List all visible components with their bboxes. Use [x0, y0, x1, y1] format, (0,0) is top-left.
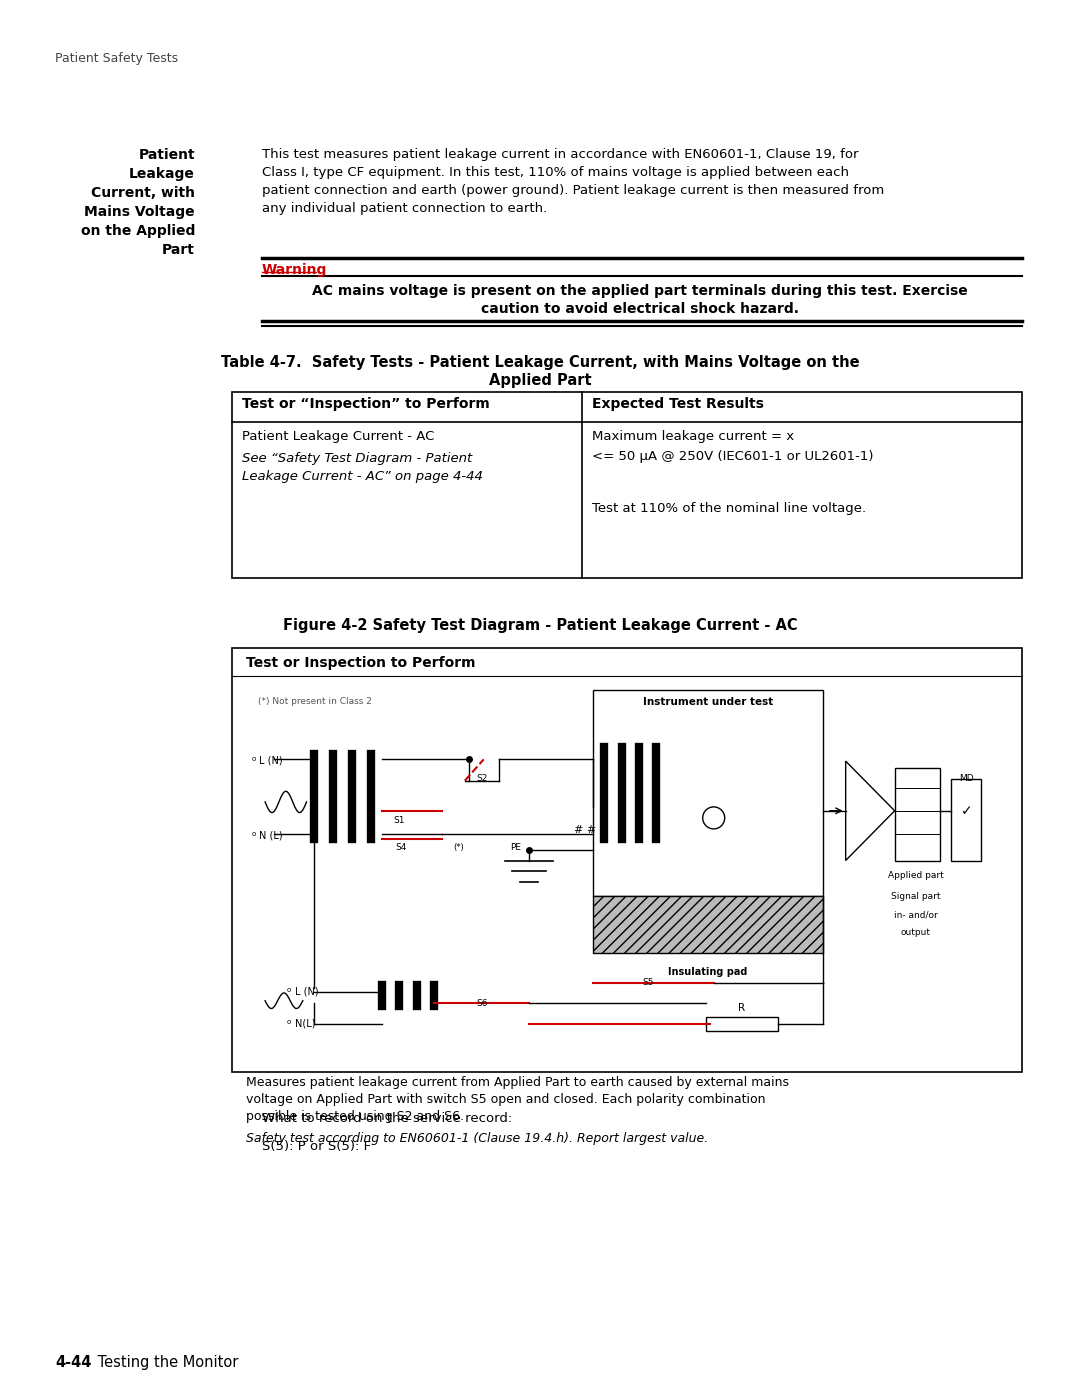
- Text: any individual patient connection to earth.: any individual patient connection to ear…: [262, 203, 548, 215]
- Text: possible is tested using S2 and S6.: possible is tested using S2 and S6.: [246, 1111, 464, 1123]
- Text: (*) Not present in Class 2: (*) Not present in Class 2: [257, 697, 372, 707]
- Text: Leakage Current - AC” on page 4-44: Leakage Current - AC” on page 4-44: [242, 469, 483, 483]
- Text: Maximum leakage current = x: Maximum leakage current = x: [592, 430, 794, 443]
- Text: AC mains voltage is present on the applied part terminals during this test. Exer: AC mains voltage is present on the appli…: [312, 284, 968, 298]
- Text: Expected Test Results: Expected Test Results: [592, 397, 764, 411]
- Text: Test or Inspection to Perform: Test or Inspection to Perform: [246, 657, 475, 671]
- Text: <= 50 μA @ 250V (IEC601-1 or UL2601-1): <= 50 μA @ 250V (IEC601-1 or UL2601-1): [592, 450, 874, 462]
- Text: N (L): N (L): [259, 830, 283, 841]
- Text: This test measures patient leakage current in accordance with EN60601-1, Clause : This test measures patient leakage curre…: [262, 148, 859, 161]
- Text: Leakage: Leakage: [130, 168, 195, 182]
- Text: S4: S4: [395, 842, 407, 852]
- Text: Patient: Patient: [138, 148, 195, 162]
- Text: caution to avoid electrical shock hazard.: caution to avoid electrical shock hazard…: [481, 302, 799, 316]
- Text: Insulating pad: Insulating pad: [669, 967, 747, 977]
- Text: Patient Safety Tests: Patient Safety Tests: [55, 52, 178, 66]
- Text: voltage on Applied Part with switch S5 open and closed. Each polarity combinatio: voltage on Applied Part with switch S5 o…: [246, 1092, 766, 1106]
- Text: S2: S2: [476, 774, 487, 782]
- Text: (*): (*): [454, 844, 464, 852]
- Text: L (N): L (N): [295, 986, 319, 996]
- Text: L (N): L (N): [259, 756, 283, 766]
- Text: Mains Voltage: Mains Voltage: [84, 205, 195, 219]
- Text: Class I, type CF equipment. In this test, 110% of mains voltage is applied betwe: Class I, type CF equipment. In this test…: [262, 166, 849, 179]
- Polygon shape: [593, 895, 823, 953]
- Text: PE: PE: [510, 844, 522, 852]
- Text: Instrument under test: Instrument under test: [643, 697, 773, 707]
- Text: N(L): N(L): [295, 1018, 315, 1028]
- Text: MD: MD: [959, 774, 973, 782]
- Text: o: o: [252, 831, 256, 837]
- Text: o: o: [286, 1018, 291, 1025]
- Text: See “Safety Test Diagram - Patient: See “Safety Test Diagram - Patient: [242, 453, 472, 465]
- Text: output: output: [901, 928, 931, 937]
- Text: S6: S6: [476, 999, 488, 1009]
- Text: 4-44: 4-44: [55, 1355, 92, 1370]
- Text: patient connection and earth (power ground). Patient leakage current is then mea: patient connection and earth (power grou…: [262, 184, 885, 197]
- Text: R: R: [739, 1003, 745, 1013]
- Text: in- and/or: in- and/or: [894, 911, 937, 919]
- Text: Testing the Monitor: Testing the Monitor: [93, 1355, 239, 1370]
- Text: Signal part: Signal part: [891, 893, 941, 901]
- Text: Test at 110% of the nominal line voltage.: Test at 110% of the nominal line voltage…: [592, 502, 866, 515]
- Text: Current, with: Current, with: [91, 186, 195, 200]
- Text: Applied part: Applied part: [888, 872, 944, 880]
- Text: Figure 4-2 Safety Test Diagram - Patient Leakage Current - AC: Figure 4-2 Safety Test Diagram - Patient…: [283, 617, 797, 633]
- Text: Test or “Inspection” to Perform: Test or “Inspection” to Perform: [242, 397, 489, 411]
- Text: What to record on the service record:: What to record on the service record:: [262, 1112, 512, 1125]
- Text: Safety test according to EN60601-1 (Clause 19.4.h). Report largest value.: Safety test according to EN60601-1 (Clau…: [246, 1132, 708, 1146]
- Text: ✓: ✓: [960, 803, 972, 817]
- Text: Measures patient leakage current from Applied Part to earth caused by external m: Measures patient leakage current from Ap…: [246, 1076, 789, 1090]
- Text: S(5): P or S(5): F: S(5): P or S(5): F: [262, 1140, 372, 1153]
- Text: o: o: [252, 756, 256, 763]
- Text: Part: Part: [162, 243, 195, 257]
- Text: Warning: Warning: [262, 263, 327, 277]
- Text: S5: S5: [643, 978, 653, 986]
- Text: o: o: [286, 988, 291, 993]
- Text: Patient Leakage Current - AC: Patient Leakage Current - AC: [242, 430, 434, 443]
- Text: Applied Part: Applied Part: [488, 373, 592, 388]
- Text: # #: # #: [575, 826, 596, 835]
- Text: Table 4-7.  Safety Tests - Patient Leakage Current, with Mains Voltage on the: Table 4-7. Safety Tests - Patient Leakag…: [220, 355, 860, 370]
- Text: S1: S1: [393, 816, 405, 826]
- Text: on the Applied: on the Applied: [81, 224, 195, 237]
